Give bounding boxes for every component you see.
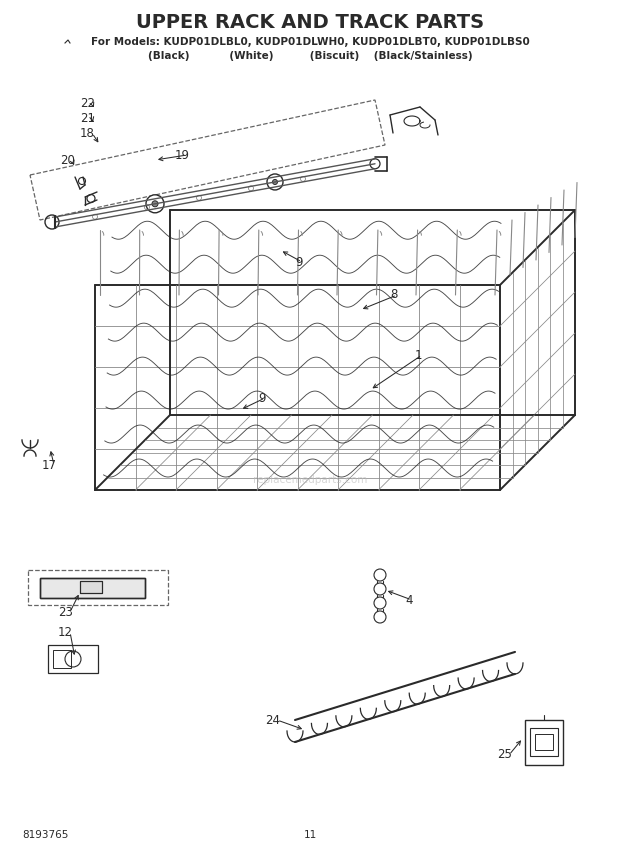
Text: 17: 17 (42, 459, 57, 472)
Bar (80, 581, 102, 593)
Text: 11: 11 (303, 830, 317, 840)
Text: 25: 25 (497, 748, 512, 762)
Text: UPPER RACK AND TRACK PARTS: UPPER RACK AND TRACK PARTS (136, 13, 484, 32)
Text: 19: 19 (175, 148, 190, 162)
Bar (48, 645, 98, 673)
Circle shape (267, 174, 283, 190)
Text: 8193765: 8193765 (22, 830, 68, 840)
Text: 22: 22 (80, 97, 95, 110)
Text: (Black)           (White)          (Biscuit)    (Black/Stainless): (Black) (White) (Biscuit) (Black/Stainle… (148, 51, 472, 61)
Text: 24: 24 (265, 714, 280, 727)
Text: 21: 21 (80, 111, 95, 124)
Bar (28, 570, 168, 605)
Text: 1: 1 (415, 348, 422, 361)
Circle shape (146, 195, 164, 213)
Text: 8: 8 (390, 288, 397, 301)
Bar (80, 581, 102, 593)
Bar (53, 650, 71, 668)
Bar (40, 578, 145, 598)
Bar (40, 578, 145, 598)
Bar (530, 728, 558, 756)
Circle shape (152, 201, 158, 207)
Text: 4: 4 (405, 593, 412, 607)
Circle shape (370, 158, 380, 169)
Text: For Models: KUDP01DLBL0, KUDP01DLWH0, KUDP01DLBT0, KUDP01DLBS0: For Models: KUDP01DLBL0, KUDP01DLWH0, KU… (91, 37, 529, 47)
Bar (525, 720, 563, 765)
Text: 9: 9 (295, 255, 303, 269)
Circle shape (273, 180, 278, 184)
Text: 9: 9 (258, 391, 265, 405)
Text: 23: 23 (58, 605, 73, 619)
Bar (535, 734, 553, 750)
Text: 18: 18 (80, 127, 95, 140)
Text: replacemedparts.com: replacemedparts.com (253, 475, 367, 485)
Text: 20: 20 (60, 153, 75, 167)
Text: 12: 12 (58, 626, 73, 639)
